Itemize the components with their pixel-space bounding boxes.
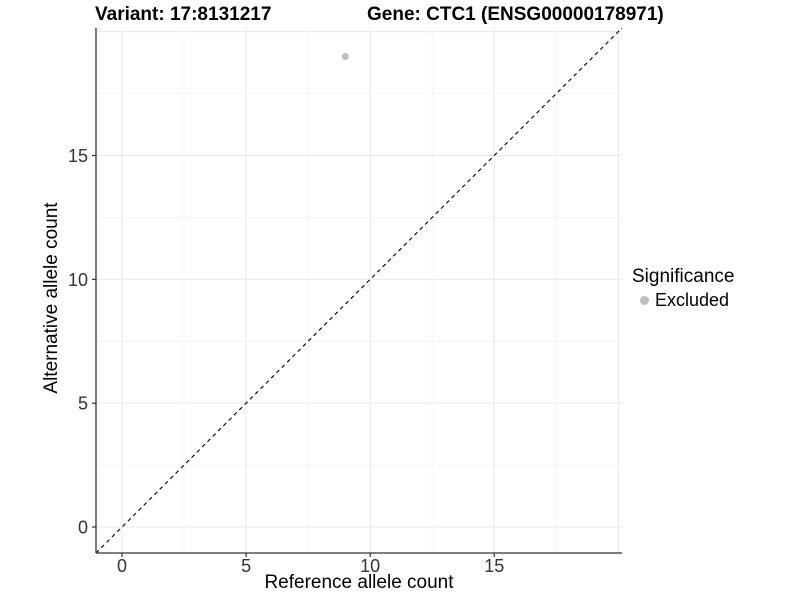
identity-line	[95, 27, 623, 554]
x-tick-label: 0	[117, 556, 127, 576]
legend-title: Significance	[632, 266, 735, 287]
y-tick-label: 0	[78, 517, 88, 537]
gene-title: Gene: CTC1 (ENSG00000178971)	[367, 4, 664, 25]
y-tick-label: 15	[68, 146, 88, 166]
variant-title: Variant: 17:8131217	[95, 4, 272, 25]
x-tick-label: 10	[360, 556, 380, 576]
legend-item-label: Excluded	[655, 290, 730, 310]
legend-item-excluded: Excluded	[640, 290, 734, 311]
x-axis-title: Reference allele count	[264, 572, 454, 593]
x-tick-label: 5	[241, 556, 251, 576]
y-tick-label: 5	[78, 394, 88, 414]
legend: Significance Excluded	[632, 266, 734, 311]
y-tick-label: 10	[68, 270, 88, 290]
data-point-excluded	[341, 52, 349, 60]
legend-point-icon	[640, 296, 649, 305]
y-axis-title: Alternative allele count	[41, 202, 62, 394]
x-tick-label: 15	[484, 556, 504, 576]
